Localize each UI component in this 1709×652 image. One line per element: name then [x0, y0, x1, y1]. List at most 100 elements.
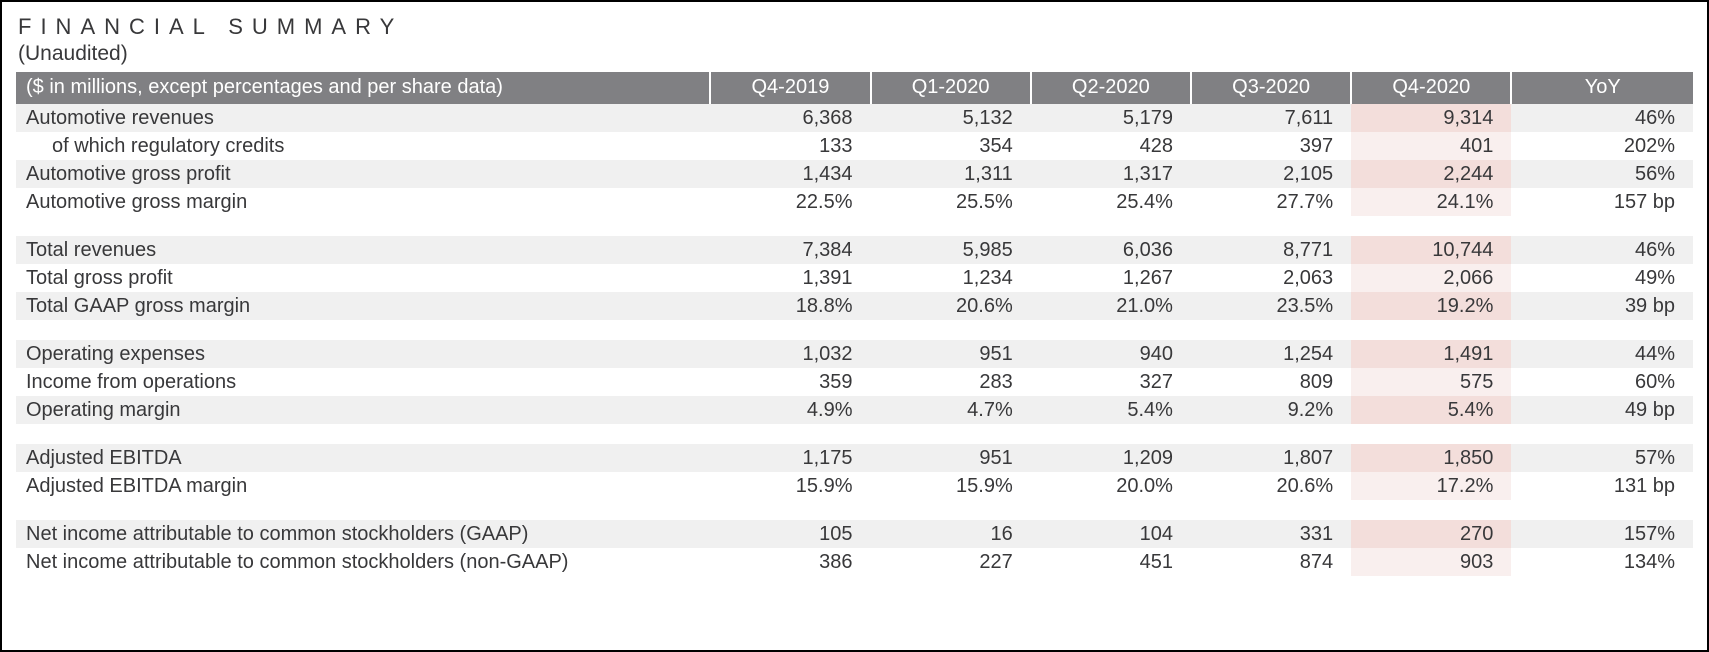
table-header-col: Q3-2020 — [1191, 72, 1351, 104]
spacer-row — [16, 424, 1693, 444]
row-label: Adjusted EBITDA — [16, 444, 710, 472]
cell-value: 809 — [1191, 368, 1351, 396]
cell-value: 5,985 — [871, 236, 1031, 264]
cell-value: 20.6% — [871, 292, 1031, 320]
cell-value: 27.7% — [1191, 188, 1351, 216]
cell-value: 331 — [1191, 520, 1351, 548]
cell-value: 1,234 — [871, 264, 1031, 292]
cell-value: 157 bp — [1511, 188, 1693, 216]
cell-value: 2,063 — [1191, 264, 1351, 292]
cell-value: 44% — [1511, 340, 1693, 368]
cell-value: 56% — [1511, 160, 1693, 188]
table-row: Automotive gross margin22.5%25.5%25.4%27… — [16, 188, 1693, 216]
cell-value: 354 — [871, 132, 1031, 160]
cell-value: 6,036 — [1031, 236, 1191, 264]
cell-value: 1,391 — [710, 264, 870, 292]
table-row: Automotive gross profit1,4341,3111,3172,… — [16, 160, 1693, 188]
table-row: Operating expenses1,0329519401,2541,4914… — [16, 340, 1693, 368]
cell-value: 157% — [1511, 520, 1693, 548]
cell-value: 10,744 — [1351, 236, 1511, 264]
cell-value: 19.2% — [1351, 292, 1511, 320]
table-header-col: YoY — [1511, 72, 1693, 104]
table-header-col: Q2-2020 — [1031, 72, 1191, 104]
cell-value: 903 — [1351, 548, 1511, 576]
row-label: Automotive gross profit — [16, 160, 710, 188]
spacer-row — [16, 216, 1693, 236]
cell-value: 22.5% — [710, 188, 870, 216]
row-label: Net income attributable to common stockh… — [16, 548, 710, 576]
cell-value: 5,179 — [1031, 104, 1191, 132]
cell-value: 39 bp — [1511, 292, 1693, 320]
cell-value: 1,175 — [710, 444, 870, 472]
row-label: Automotive gross margin — [16, 188, 710, 216]
table-header-col: Q4-2020 — [1351, 72, 1511, 104]
cell-value: 49 bp — [1511, 396, 1693, 424]
table-row: Total revenues7,3845,9856,0368,77110,744… — [16, 236, 1693, 264]
table-header-label: ($ in millions, except percentages and p… — [16, 72, 710, 104]
row-label: Operating margin — [16, 396, 710, 424]
cell-value: 7,384 — [710, 236, 870, 264]
table-header-row: ($ in millions, except percentages and p… — [16, 72, 1693, 104]
cell-value: 133 — [710, 132, 870, 160]
cell-value: 25.4% — [1031, 188, 1191, 216]
cell-value: 24.1% — [1351, 188, 1511, 216]
cell-value: 1,491 — [1351, 340, 1511, 368]
cell-value: 15.9% — [871, 472, 1031, 500]
table-row: Automotive revenues6,3685,1325,1797,6119… — [16, 104, 1693, 132]
table-row: Operating margin4.9%4.7%5.4%9.2%5.4%49 b… — [16, 396, 1693, 424]
table-row: Adjusted EBITDA margin15.9%15.9%20.0%20.… — [16, 472, 1693, 500]
cell-value: 1,317 — [1031, 160, 1191, 188]
page-subtitle: (Unaudited) — [18, 42, 1693, 66]
cell-value: 4.7% — [871, 396, 1031, 424]
cell-value: 5.4% — [1351, 396, 1511, 424]
page-title: FINANCIAL SUMMARY — [18, 14, 1693, 40]
cell-value: 25.5% — [871, 188, 1031, 216]
cell-value: 1,311 — [871, 160, 1031, 188]
row-label: Total revenues — [16, 236, 710, 264]
cell-value: 270 — [1351, 520, 1511, 548]
cell-value: 57% — [1511, 444, 1693, 472]
table-row: Total GAAP gross margin18.8%20.6%21.0%23… — [16, 292, 1693, 320]
cell-value: 1,807 — [1191, 444, 1351, 472]
table-header-col: Q1-2020 — [871, 72, 1031, 104]
cell-value: 397 — [1191, 132, 1351, 160]
cell-value: 401 — [1351, 132, 1511, 160]
spacer-row — [16, 500, 1693, 520]
row-label: Automotive revenues — [16, 104, 710, 132]
table-row: of which regulatory credits1333544283974… — [16, 132, 1693, 160]
cell-value: 327 — [1031, 368, 1191, 396]
cell-value: 2,066 — [1351, 264, 1511, 292]
cell-value: 1,267 — [1031, 264, 1191, 292]
spacer-row — [16, 320, 1693, 340]
cell-value: 131 bp — [1511, 472, 1693, 500]
cell-value: 1,850 — [1351, 444, 1511, 472]
table-row: Total gross profit1,3911,2341,2672,0632,… — [16, 264, 1693, 292]
cell-value: 16 — [871, 520, 1031, 548]
cell-value: 951 — [871, 444, 1031, 472]
cell-value: 46% — [1511, 236, 1693, 264]
cell-value: 49% — [1511, 264, 1693, 292]
cell-value: 105 — [710, 520, 870, 548]
cell-value: 283 — [871, 368, 1031, 396]
cell-value: 1,254 — [1191, 340, 1351, 368]
cell-value: 4.9% — [710, 396, 870, 424]
cell-value: 60% — [1511, 368, 1693, 396]
row-label: Operating expenses — [16, 340, 710, 368]
cell-value: 386 — [710, 548, 870, 576]
row-label: Adjusted EBITDA margin — [16, 472, 710, 500]
cell-value: 134% — [1511, 548, 1693, 576]
cell-value: 1,434 — [710, 160, 870, 188]
table-row: Adjusted EBITDA1,1759511,2091,8071,85057… — [16, 444, 1693, 472]
cell-value: 428 — [1031, 132, 1191, 160]
cell-value: 2,244 — [1351, 160, 1511, 188]
cell-value: 227 — [871, 548, 1031, 576]
row-label: Total gross profit — [16, 264, 710, 292]
cell-value: 46% — [1511, 104, 1693, 132]
cell-value: 2,105 — [1191, 160, 1351, 188]
row-label: Income from operations — [16, 368, 710, 396]
row-label: of which regulatory credits — [16, 132, 710, 160]
cell-value: 951 — [871, 340, 1031, 368]
cell-value: 6,368 — [710, 104, 870, 132]
cell-value: 5.4% — [1031, 396, 1191, 424]
financial-summary-frame: FINANCIAL SUMMARY (Unaudited) ($ in mill… — [0, 0, 1709, 652]
